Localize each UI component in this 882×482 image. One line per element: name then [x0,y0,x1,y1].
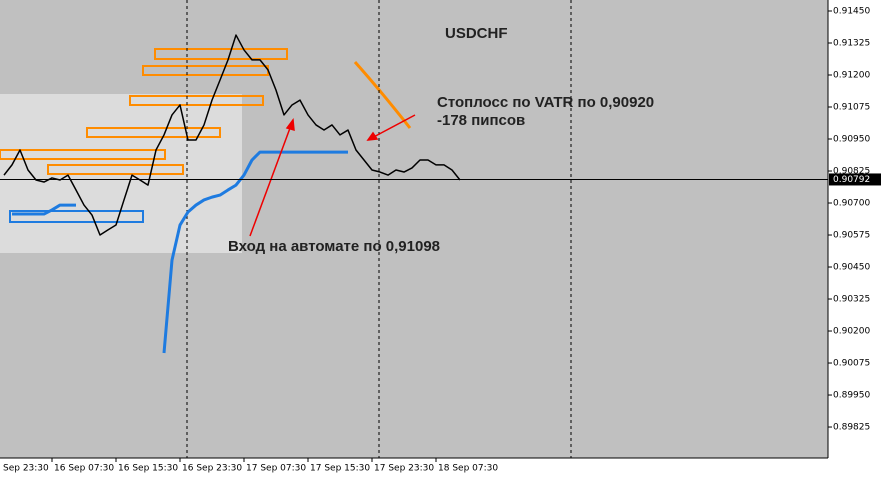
y-tick-label: 0.90325 [833,295,870,305]
levels [0,48,288,175]
x-tick-label: 17 Sep 15:30 [310,464,370,474]
x-tick-label: 17 Sep 23:30 [374,464,434,474]
current-price-label: 0.90792 [833,175,870,185]
chart-title: USDCHF [445,25,508,42]
x-tick-label: 16 Sep 23:30 [182,464,242,474]
price-badge [829,173,881,186]
arrows [249,114,416,237]
arrow-head [285,118,295,132]
level-box [0,149,166,160]
arrow [249,119,294,237]
level-box [86,127,221,138]
annotation: Вход на автомате по 0,91098 [228,238,440,255]
series-line [12,150,348,354]
level-box [129,95,264,106]
x-tick-label: 18 Sep 07:30 [438,464,498,474]
y-tick-label: 0.90700 [833,199,870,209]
series-line [3,34,461,236]
y-tick-label: 0.91075 [833,103,870,113]
x-tick-label: 17 Sep 07:30 [246,464,306,474]
x-tick-label: 16 Sep 15:30 [118,464,178,474]
separators [186,0,572,458]
arrow-head [366,131,379,141]
y-tick-label: 0.90825 [833,167,870,177]
arrow [367,114,416,141]
level-box [47,164,184,175]
y-tick-label: 0.90575 [833,231,870,241]
x-tick-label: Sep 23:30 [3,464,49,474]
y-tick-label: 0.90200 [833,327,870,337]
x-tick-label: 16 Sep 07:30 [54,464,114,474]
level-box [9,210,144,223]
y-tick-label: 0.90950 [833,135,870,145]
y-tick-label: 0.90075 [833,359,870,369]
y-tick-label: 0.91200 [833,71,870,81]
y-tick-label: 0.91450 [833,7,870,17]
y-tick-label: 0.90450 [833,263,870,273]
level-box [154,48,288,60]
y-tick-label: 0.89950 [833,391,870,401]
y-tick-label: 0.89825 [833,423,870,433]
annotation: -178 пипсов [437,112,525,129]
annotation: Стоплосс по VATR по 0,90920 [437,94,654,111]
y-tick-label: 0.91325 [833,39,870,49]
